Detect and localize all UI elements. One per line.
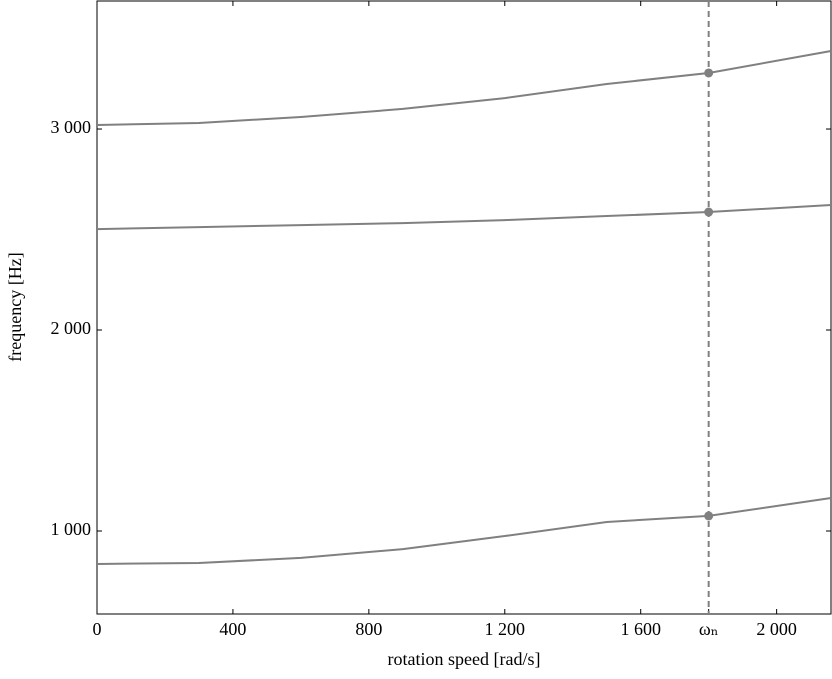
marker [704, 207, 714, 217]
x-tick-label: 0 [93, 619, 102, 639]
y-tick-label: 1 000 [51, 519, 92, 539]
plot-frame [96, 0, 832, 615]
y-tick-label: 3 000 [51, 117, 92, 137]
marker [704, 68, 714, 78]
y-axis-label: frequency [Hz] [5, 252, 25, 361]
x-tick-label: ωₙ [699, 619, 719, 639]
y-tick-label: 2 000 [51, 318, 92, 338]
x-tick-label: 800 [355, 619, 382, 639]
x-axis-label: rotation speed [rad/s] [388, 649, 541, 669]
series-line [96, 497, 832, 565]
marker [704, 511, 714, 521]
x-tick-label: 1 200 [485, 619, 526, 639]
series-line [96, 50, 832, 127]
x-tick-label: 1 600 [620, 619, 661, 639]
x-tick-label: 400 [219, 619, 246, 639]
x-tick-label: 2 000 [756, 619, 797, 639]
series-line [96, 203, 832, 231]
